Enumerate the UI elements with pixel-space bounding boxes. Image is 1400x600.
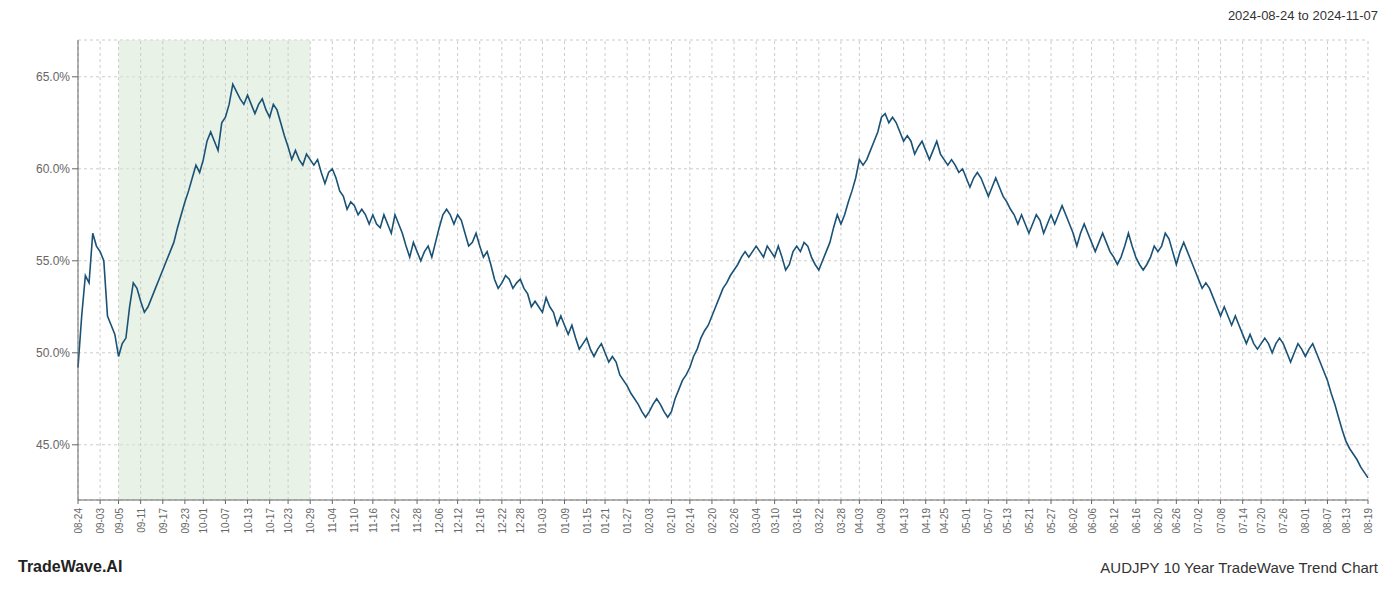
- html-text:TradeWave.AI: TradeWave.AI: [18, 558, 123, 575]
- svg-text:02-14: 02-14: [685, 508, 696, 534]
- svg-text:11-22: 11-22: [390, 508, 401, 533]
- svg-text:05-27: 05-27: [1046, 508, 1057, 534]
- svg-text:09-23: 09-23: [180, 508, 191, 534]
- svg-text:12-12: 12-12: [453, 508, 464, 534]
- svg-text:03-04: 03-04: [751, 508, 762, 534]
- svg-text:09-11: 09-11: [136, 508, 147, 533]
- svg-text:50.0%: 50.0%: [36, 346, 70, 360]
- svg-text:10-17: 10-17: [265, 508, 276, 534]
- svg-text:45.0%: 45.0%: [36, 438, 70, 452]
- svg-text:01-21: 01-21: [600, 508, 611, 534]
- svg-text:07-08: 07-08: [1216, 508, 1227, 534]
- svg-text:05-07: 05-07: [983, 508, 994, 534]
- svg-text:55.0%: 55.0%: [36, 254, 70, 268]
- svg-text:12-22: 12-22: [497, 508, 508, 534]
- svg-text:11-16: 11-16: [368, 508, 379, 533]
- svg-text:03-28: 03-28: [836, 508, 847, 534]
- svg-text:09-05: 09-05: [114, 508, 125, 534]
- svg-text:60.0%: 60.0%: [36, 162, 70, 176]
- svg-text:01-09: 01-09: [560, 508, 571, 534]
- svg-text:01-27: 01-27: [622, 508, 633, 534]
- svg-text:07-14: 07-14: [1238, 508, 1249, 534]
- svg-text:11-04: 11-04: [327, 508, 338, 533]
- svg-text:07-20: 07-20: [1256, 508, 1267, 534]
- svg-text:06-12: 06-12: [1109, 508, 1120, 534]
- svg-text:11-10: 11-10: [349, 508, 360, 533]
- svg-text:04-13: 04-13: [899, 508, 910, 534]
- svg-text:01-03: 01-03: [537, 508, 548, 534]
- svg-text:09-17: 09-17: [158, 508, 169, 534]
- svg-text:03-16: 03-16: [792, 508, 803, 534]
- svg-text:02-20: 02-20: [707, 508, 718, 534]
- svg-text:07-26: 07-26: [1278, 508, 1289, 534]
- svg-text:12-28: 12-28: [515, 508, 526, 534]
- svg-text:10-13: 10-13: [243, 508, 254, 534]
- html-text:2024-08-24 to 2024-11-07: 2024-08-24 to 2024-11-07: [1227, 8, 1378, 23]
- svg-text:08-19: 08-19: [1363, 508, 1374, 534]
- svg-text:06-20: 06-20: [1153, 508, 1164, 534]
- svg-text:02-10: 02-10: [666, 508, 677, 534]
- svg-text:08-07: 08-07: [1322, 508, 1333, 534]
- svg-text:06-02: 06-02: [1068, 508, 1079, 534]
- svg-text:10-23: 10-23: [283, 508, 294, 534]
- svg-text:08-01: 08-01: [1300, 508, 1311, 534]
- svg-text:12-16: 12-16: [475, 508, 486, 534]
- svg-text:05-21: 05-21: [1024, 508, 1035, 534]
- svg-text:04-19: 04-19: [921, 508, 932, 534]
- svg-text:09-03: 09-03: [95, 508, 106, 534]
- svg-text:04-03: 04-03: [854, 508, 865, 534]
- svg-text:07-02: 07-02: [1193, 508, 1204, 534]
- svg-text:06-26: 06-26: [1171, 508, 1182, 534]
- svg-text:05-01: 05-01: [961, 508, 972, 534]
- svg-text:06-06: 06-06: [1087, 508, 1098, 534]
- svg-text:08-24: 08-24: [73, 508, 84, 534]
- svg-text:02-26: 02-26: [729, 508, 740, 534]
- svg-text:12-06: 12-06: [434, 508, 445, 534]
- svg-text:10-01: 10-01: [198, 508, 209, 534]
- svg-text:65.0%: 65.0%: [36, 70, 70, 84]
- svg-text:08-13: 08-13: [1341, 508, 1352, 534]
- svg-text:10-07: 10-07: [220, 508, 231, 534]
- svg-text:10-29: 10-29: [305, 508, 316, 534]
- svg-text:11-28: 11-28: [412, 508, 423, 533]
- svg-text:04-25: 04-25: [939, 508, 950, 534]
- svg-text:01-15: 01-15: [582, 508, 593, 534]
- svg-text:04-09: 04-09: [876, 508, 887, 534]
- svg-text:06-16: 06-16: [1131, 508, 1142, 534]
- svg-text:05-13: 05-13: [1002, 508, 1013, 534]
- svg-text:03-10: 03-10: [770, 508, 781, 534]
- html-text:AUDJPY 10 Year TradeWave Trend: AUDJPY 10 Year TradeWave Trend Chart: [1100, 558, 1378, 576]
- svg-text:03-22: 03-22: [814, 508, 825, 534]
- svg-text:02-03: 02-03: [644, 508, 655, 534]
